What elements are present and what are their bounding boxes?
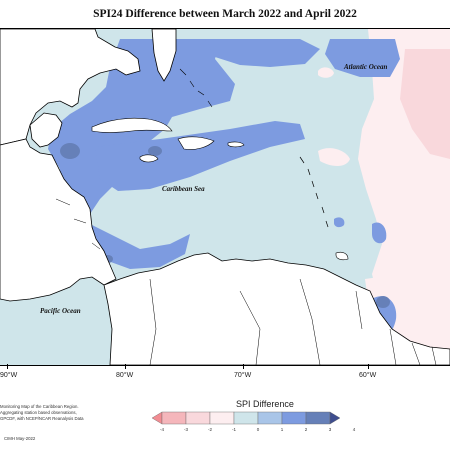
legend-tick-label: 0 [256, 427, 260, 432]
legend-swatch [257, 411, 283, 425]
legend-swatch [281, 411, 307, 425]
very-wet-core-3 [376, 296, 390, 308]
wet-region-atlantic-east [325, 39, 400, 77]
very-wet-core-1 [60, 143, 80, 159]
credit-line: GPCDF, with NCEP/NCAR Reanalysis Data [0, 416, 84, 421]
legend-swatch [209, 411, 235, 425]
land-bahamas [179, 68, 213, 108]
legend-extend-low [152, 411, 163, 425]
land-hispaniola [177, 136, 215, 150]
wet-region-atlantic-north [205, 39, 320, 67]
legend-tick-label: 4 [352, 427, 356, 432]
map-canvas [0, 29, 450, 365]
legend-tick-label: -3 [183, 427, 188, 432]
legend-tick-label: -1 [231, 427, 236, 432]
land-florida [151, 29, 177, 82]
land-north-america [0, 29, 141, 146]
land-puerto-rico [227, 141, 245, 148]
legend-swatch [185, 411, 211, 425]
map-title: SPI24 Difference between March 2022 and … [93, 8, 357, 20]
legend-title: SPI Difference [236, 399, 294, 409]
legend-extend-high [329, 411, 341, 425]
atlantic-ocean-label: Atlantic Ocean [344, 63, 388, 71]
legend-tick-label: -4 [159, 427, 164, 432]
legend-colorbar [152, 411, 341, 425]
lon-tick [243, 364, 244, 369]
land-central-america [0, 138, 117, 302]
dry-region-antilles [318, 148, 350, 166]
legend-tick-label: 2 [304, 427, 308, 432]
lon-label-80w: 80°W [116, 372, 134, 379]
dry-region-east-core [400, 49, 450, 159]
caribbean-sea-label: Caribbean Sea [162, 185, 205, 193]
land-cuba [91, 117, 173, 133]
dry-region-midatlantic [318, 67, 334, 78]
land-south-america [103, 252, 450, 365]
wet-region-windward [372, 222, 387, 244]
wet-region-south-america-north [90, 224, 190, 269]
legend-swatch [233, 411, 259, 425]
lon-tick [368, 364, 369, 369]
land-lesser-antilles [299, 156, 329, 228]
credit-date: CIMH May-2022 [4, 436, 36, 441]
very-wet-core-2 [148, 146, 162, 156]
land-yucatan [29, 112, 63, 148]
lon-tick [125, 364, 126, 369]
lon-tick [7, 364, 8, 369]
credits-block: Monitoring Map of the Caribbean Region. … [0, 404, 112, 422]
lon-label-70w: 70°W [234, 372, 252, 379]
legend-tick-label: 3 [328, 427, 332, 432]
pacific-ocean-label: Pacific Ocean [40, 307, 81, 315]
legend-swatch [305, 411, 331, 425]
credit-line: Monitoring Map of the Caribbean Region. [0, 404, 79, 409]
legend-tick-label: 1 [280, 427, 284, 432]
land-trinidad [335, 251, 349, 261]
land-jamaica [139, 154, 159, 163]
legend-tick-label: -2 [207, 427, 212, 432]
lon-label-90w: 90°W [0, 372, 18, 379]
lon-label-60w: 60°W [359, 372, 377, 379]
wet-region-caribbean-central [95, 121, 305, 191]
spi-map: Atlantic Ocean Caribbean Sea Pacific Oce… [0, 28, 450, 366]
wet-region-small-1 [334, 217, 345, 228]
legend-swatch [161, 411, 187, 425]
country-borders [55, 198, 437, 365]
credit-line: Aggregating station based observations, [0, 410, 77, 415]
